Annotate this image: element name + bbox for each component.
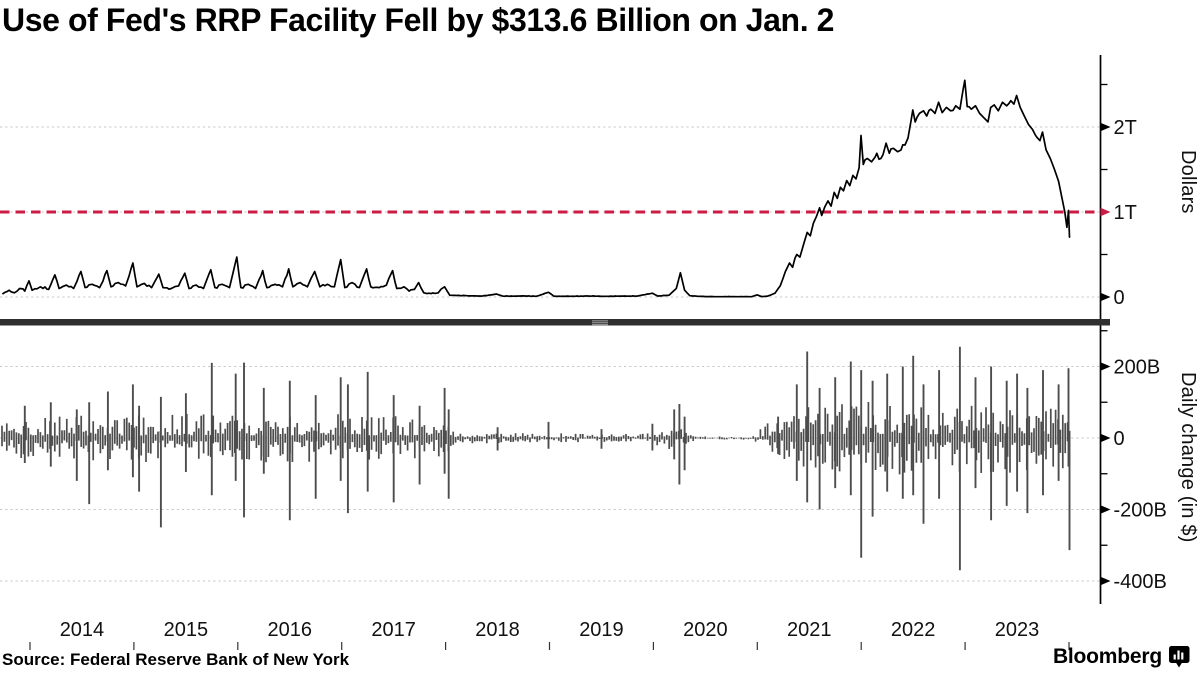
rrp-balance-line [2,79,1071,298]
y-tick-arrow [1100,122,1111,132]
y-tick-arrow [1100,362,1111,371]
panel-splitter-grip[interactable] [592,324,608,326]
y-tick-arrow [1100,207,1111,217]
bloomberg-brand: Bloomberg [1053,645,1190,669]
y-tick-arrow [1100,292,1111,302]
source-note: Source: Federal Reserve Bank of New York [2,650,350,669]
bloomberg-wordmark: Bloomberg [1052,645,1162,668]
y-tick-label: 0 [1114,287,1125,309]
y-tick-label: -400B [1114,571,1167,593]
x-tick-label: 2015 [164,619,209,641]
panel-splitter[interactable] [0,319,1110,326]
y-tick-arrow [1100,576,1111,586]
daily-change-bars [1,402,1069,475]
y-tick-label: 2T [1114,117,1137,139]
chart-series [0,79,1100,571]
y-tick-label: -200B [1114,500,1167,522]
x-tick-label: 2023 [995,619,1040,641]
x-tick-label: 2019 [579,619,624,641]
gridlines [0,126,1100,582]
x-tick-label: 2017 [371,619,416,641]
panel-splitter-grip[interactable] [592,320,608,322]
y-tick-arrow [1100,505,1111,514]
x-tick-label: 2020 [683,619,728,641]
chart-title: Use of Fed's RRP Facility Fell by $313.6… [2,2,835,38]
x-tick-label: 2014 [60,619,105,641]
y-tick-label: 1T [1114,202,1137,224]
bloomberg-terminal-icon [1169,646,1190,668]
x-tick-label: 2021 [787,619,832,641]
y-tick-label: 200B [1114,357,1161,379]
y-axis: 0 1T 2T 200B 0 -200B -400B [1099,55,1167,604]
x-tick-label: 2016 [268,619,313,641]
daily-change-spikes [23,346,1071,571]
y-tick-label: 0 [1114,428,1125,450]
y-axis-title-dollars: Dollars [1177,150,1199,214]
x-tick-label: 2018 [475,619,520,641]
y-tick-arrow [1100,433,1111,443]
y-axis-title-daily-change: Daily change (in $) [1177,372,1199,543]
panel-splitter-grip[interactable] [592,322,608,324]
x-tick-label: 2022 [891,619,936,641]
x-axis: 2014 2015 2016 2017 2018 2019 2020 2021 2022 2023 [29,619,1070,650]
